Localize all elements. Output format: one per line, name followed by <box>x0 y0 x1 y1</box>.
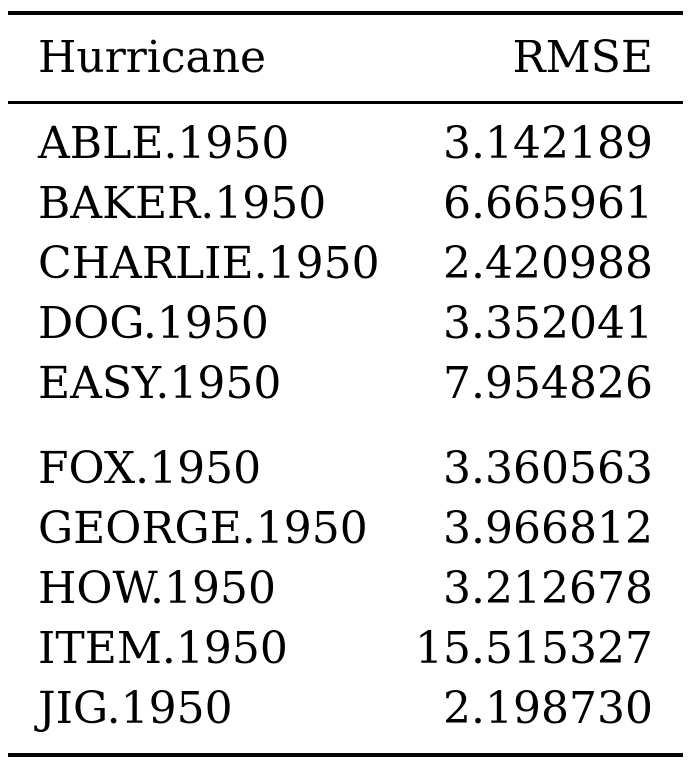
header-rule <box>8 101 683 104</box>
hurricane-name: HOW.1950 <box>38 563 276 614</box>
rmse-value: 6.665961 <box>443 178 653 229</box>
hurricane-name: EASY.1950 <box>38 358 282 409</box>
table-row: EASY.1950 7.954826 <box>8 354 683 414</box>
rmse-value: 2.198730 <box>443 683 653 734</box>
table-header-row: Hurricane RMSE <box>8 15 683 101</box>
table-row: ABLE.1950 3.142189 <box>8 114 683 174</box>
table-row: HOW.1950 3.212678 <box>8 559 683 619</box>
column-header-hurricane: Hurricane <box>38 32 267 83</box>
hurricane-name: FOX.1950 <box>38 443 262 494</box>
bottom-rule <box>8 753 683 757</box>
hurricane-name: BAKER.1950 <box>38 178 327 229</box>
hurricane-name: ABLE.1950 <box>38 118 290 169</box>
hurricane-name: CHARLIE.1950 <box>38 238 380 289</box>
rmse-value: 2.420988 <box>443 238 653 289</box>
rmse-value: 3.352041 <box>443 298 653 349</box>
table-row: DOG.1950 3.352041 <box>8 294 683 354</box>
table-row: CHARLIE.1950 2.420988 <box>8 234 683 294</box>
rmse-value: 7.954826 <box>443 358 653 409</box>
rmse-value: 3.212678 <box>443 563 653 614</box>
table-row: BAKER.1950 6.665961 <box>8 174 683 234</box>
rmse-table: Hurricane RMSE ABLE.1950 3.142189 BAKER.… <box>8 11 683 757</box>
rmse-value: 3.360563 <box>443 443 653 494</box>
hurricane-name: ITEM.1950 <box>38 623 288 674</box>
hurricane-name: GEORGE.1950 <box>38 503 368 554</box>
table-row: GEORGE.1950 3.966812 <box>8 499 683 559</box>
column-header-rmse: RMSE <box>512 32 653 83</box>
row-group-1: ABLE.1950 3.142189 BAKER.1950 6.665961 C… <box>8 114 683 414</box>
hurricane-name: JIG.1950 <box>38 683 233 734</box>
top-rule <box>8 11 683 15</box>
table-row: FOX.1950 3.360563 <box>8 439 683 499</box>
rmse-value: 3.966812 <box>443 503 653 554</box>
table-row: JIG.1950 2.198730 <box>8 679 683 739</box>
rmse-value: 15.515327 <box>415 623 653 674</box>
group-spacer <box>8 414 683 439</box>
hurricane-name: DOG.1950 <box>38 298 269 349</box>
table-row: ITEM.1950 15.515327 <box>8 619 683 679</box>
rmse-value: 3.142189 <box>443 118 653 169</box>
row-group-2: FOX.1950 3.360563 GEORGE.1950 3.966812 H… <box>8 439 683 739</box>
